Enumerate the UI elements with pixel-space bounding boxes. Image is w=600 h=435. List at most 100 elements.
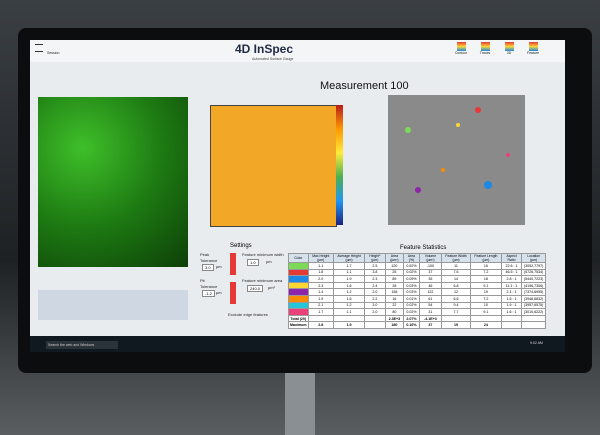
color-swatch <box>288 281 309 290</box>
cell: 2.3 <box>363 275 386 283</box>
cell: 122 <box>418 288 442 296</box>
cell: 3.0 <box>363 301 386 310</box>
cell: 16 <box>470 262 502 270</box>
cell: 0.02% <box>403 308 420 316</box>
stats-title: Feature Statistics <box>400 245 447 251</box>
cell: (3052,7797) <box>521 262 546 270</box>
screen: Session 4D InSpec Automated Surface Gaug… <box>30 40 565 352</box>
cell: (3010,6222) <box>521 308 546 316</box>
cell: (5440,7223) <box>521 275 546 283</box>
pit-unit: µm <box>216 290 222 295</box>
feature <box>475 107 481 113</box>
column-header: Volume (µm³) <box>418 253 442 263</box>
cell: 11.1 : 1 <box>500 281 523 290</box>
height-map <box>210 105 337 227</box>
cell: 2.3 <box>307 281 335 290</box>
settings-title: Settings <box>230 243 252 249</box>
cell: 46.5 : 1 <box>500 268 523 277</box>
cell <box>307 314 335 323</box>
menu-button[interactable] <box>35 44 43 52</box>
toolbar-button[interactable]: 3D <box>498 42 520 55</box>
color-swatch <box>288 308 309 316</box>
column-header: Feature Width (µm) <box>440 253 472 263</box>
cell: 54 <box>418 301 442 310</box>
min-width-input[interactable]: 1.0 <box>247 259 259 266</box>
cell: 37 <box>418 321 442 329</box>
cell: 2.0 <box>363 308 386 316</box>
color-swatch <box>288 288 309 296</box>
toolbar-button[interactable]: Contour <box>450 42 472 55</box>
min-area-unit: µm² <box>268 285 275 290</box>
peak-input[interactable]: 3.0 <box>202 264 214 271</box>
cell: 0.03% <box>403 281 420 290</box>
data-row: 1.8 1.1 3.8 25 0.02% 37 7.6 7.2 46.5 : 1 (5726,75… <box>288 268 546 277</box>
header-row: Color Max Height (µm) Average Height (µm) H… <box>288 253 546 263</box>
min-area-input[interactable]: 240.0 <box>247 285 264 292</box>
cell: 61 <box>418 294 442 303</box>
cell: 35 <box>418 275 442 283</box>
cell: 18 <box>470 275 502 283</box>
peak-tolerance-label: Tolerance <box>200 258 218 263</box>
cell: 1.1 <box>333 308 365 316</box>
search-box[interactable]: Search the web and Windows <box>46 341 118 349</box>
cell: 0.09% <box>403 275 420 283</box>
toolbar-button[interactable]: Traces <box>474 42 496 55</box>
toolbar-button[interactable]: Feature <box>522 42 544 55</box>
cell: 2.2 <box>363 294 386 303</box>
data-row: 2.1 1.2 3.0 22 0.02% 54 9.4 10 1.9 : 1 (3957,6575… <box>288 301 546 310</box>
pit-tolerance-label: Tolerance <box>200 284 218 289</box>
cell: (5726,7534) <box>521 268 546 277</box>
toolbar-label: Feature <box>526 51 540 55</box>
cell: 16 <box>384 294 405 303</box>
feature <box>456 123 460 127</box>
header-bar <box>30 40 565 62</box>
cell: 2.0 <box>363 288 386 296</box>
cell: 3.8 <box>363 268 386 277</box>
cell: 7.6 <box>440 268 472 277</box>
cell: 46 <box>418 281 442 290</box>
column-header: Max Height (µm) <box>307 253 335 263</box>
toolbar-icon <box>456 42 466 51</box>
logo: 4D InSpec <box>235 42 294 56</box>
cell: 7.2 <box>470 294 502 303</box>
pit-input[interactable]: -1.2 <box>202 290 215 297</box>
session-label[interactable]: Session <box>47 51 60 55</box>
column-header: Area (%) <box>403 253 420 263</box>
microscope-image <box>38 97 188 267</box>
stats-table: Color Max Height (µm) Average Height (µm) H… <box>288 253 546 329</box>
exclude-checkbox[interactable]: Exclude edge features <box>228 312 268 317</box>
column-header: Color <box>288 253 309 263</box>
cell: 10 <box>470 301 502 310</box>
data-row: 1.1 1.7 2.5 120 0.52% -100 11 16 22.6 : 1 (3052,7… <box>288 262 546 270</box>
cell <box>500 321 523 329</box>
stats-table-wrap: Color Max Height (µm) Average Height (µm) H… <box>288 253 546 329</box>
min-area-label: Feature minimum area <box>242 278 283 283</box>
cell: 1.2 <box>333 288 365 296</box>
toolbar-icon <box>480 42 490 51</box>
cell <box>440 314 472 323</box>
column-header: Aspect Ratio <box>500 253 523 263</box>
cell: 7.2 <box>470 268 502 277</box>
clock: 9:02 AM <box>530 341 543 345</box>
cell: 1.9 <box>307 294 335 303</box>
total-row: Total (20) 2.3E+3 2.07% -4.1E+3 <box>288 314 546 323</box>
color-swatch <box>288 294 309 303</box>
cell: 158 <box>384 288 405 296</box>
cell <box>470 314 502 323</box>
cell: 2.1 <box>307 301 335 310</box>
color-swatch <box>288 275 309 283</box>
peak-label: Peak <box>200 252 210 257</box>
cell: 2.5 <box>363 262 386 270</box>
data-row: 1.7 1.1 2.0 80 0.02% 31 7.7 9.1 1.6 : 1 (3010,622… <box>288 308 546 316</box>
cell: 2.8 : 1 <box>500 275 523 283</box>
column-header: Location (µm) <box>521 253 546 263</box>
feature-map-bg <box>388 95 525 225</box>
cell: 0.16% <box>403 321 420 329</box>
feature <box>415 187 421 193</box>
cell: 19 <box>470 288 502 296</box>
min-width-label: Feature minimum width <box>242 252 284 257</box>
cell: 22 <box>384 301 405 310</box>
color-swatch <box>288 262 309 270</box>
cell: 1.7 <box>307 308 335 316</box>
cell <box>363 314 386 323</box>
